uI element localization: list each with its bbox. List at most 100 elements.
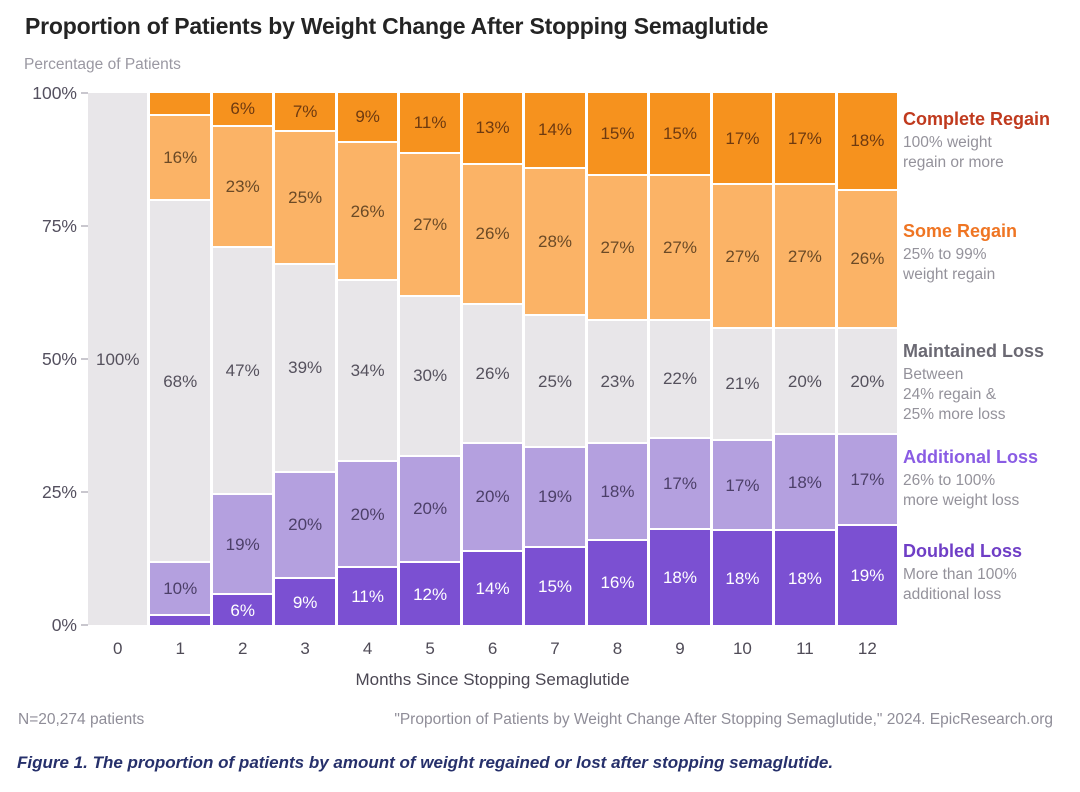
segment-doubled-loss-month-7: 15% [525,545,585,625]
legend-description-line: weight regain [903,265,996,283]
segment-label: 13% [475,118,510,138]
segment-some-regain-month-2: 23% [212,124,273,246]
segment-label: 26% [350,201,385,221]
segment-complete-regain-month-1 [150,93,210,115]
x-tick-8: 8 [612,639,623,658]
segment-label: 47% [225,361,260,381]
legend-description-line: regain or more [903,153,1004,171]
segment-label: 14% [538,120,573,140]
segment-label: 100% [95,349,140,369]
legend-entry-additional-loss: Additional Loss 26% to 100% more weight lo… [903,447,1038,511]
bar-month-6: 13% 26% 26% 20% 14% [462,93,523,625]
segment-label: 16% [600,573,635,593]
legend-description-line: More than 100% [903,565,1017,583]
segment-some-regain-month-1: 16% [150,114,210,200]
y-tick-dash-icon [81,225,88,227]
x-axis: 0 1 2 3 4 5 6 7 8 9 10 11 12 [88,639,897,659]
x-tick-10: 10 [732,639,752,658]
segment-label: 15% [600,123,635,143]
segment-label: 18% [787,472,822,492]
segment-label: 27% [413,214,448,234]
segment-label: 39% [288,358,323,378]
segment-label: 16% [163,148,198,168]
segment-label: 30% [413,366,448,386]
sample-size-label: N=20,274 patients [18,711,145,728]
y-tick-label: 100% [32,82,77,103]
segment-label: 10% [163,579,198,599]
segment-some-regain-month-6: 26% [462,162,523,303]
segment-label: 28% [538,231,573,251]
segment-label: 6% [230,600,255,620]
bar-month-2: 6% 23% 47% 19% 6% [212,93,273,625]
bar-month-11: 17% 27% 20% 18% 18% [775,93,835,625]
legend-title-additional-loss: Additional Loss [903,447,1038,467]
legend-title-doubled-loss: Doubled Loss [903,541,1023,561]
legend-entry-maintained-loss: Maintained Loss Between 24% regain & 25% mo… [903,341,1044,425]
x-tick-7: 7 [550,639,560,658]
segment-maintained-loss-month-4: 34% [337,279,398,461]
segment-doubled-loss-month-11: 18% [775,529,835,625]
y-tick-label: 75% [41,215,77,236]
segment-label: 17% [662,474,697,494]
segment-maintained-loss-month-7: 25% [525,314,585,446]
segment-some-regain-month-5: 27% [400,151,460,296]
segment-label: 19% [225,534,260,554]
segment-label: 15% [538,576,573,596]
segment-complete-regain-month-9: 15% [650,93,710,174]
segment-additional-loss-month-8: 18% [587,442,648,539]
bar-month-7: 14% 28% 25% 19% 15% [525,93,585,625]
segment-maintained-loss-month-10: 21% [712,327,773,439]
segment-label: 25% [538,371,573,391]
segment-some-regain-month-4: 26% [337,140,398,280]
segment-doubled-loss-month-4: 11% [337,566,398,625]
segment-label: 20% [413,499,448,519]
segment-label: 11% [413,112,447,132]
chart-title: Proportion of Patients by Weight Change … [25,13,769,39]
x-tick-5: 5 [425,639,435,658]
segment-doubled-loss-month-6: 14% [462,549,523,625]
segment-doubled-loss-month-9: 18% [650,528,710,625]
figure-caption: Figure 1. The proportion of patients by … [17,753,834,772]
segment-additional-loss-month-11: 18% [775,433,835,530]
bar-month-8: 15% 27% 23% 18% 16% [587,93,648,625]
x-tick-0: 0 [113,639,123,658]
segment-label: 20% [787,371,822,391]
x-tick-12: 12 [857,639,877,658]
y-tick-0: 0% [0,614,88,636]
segment-label: 26% [475,363,510,383]
x-tick-11: 11 [796,639,814,658]
x-tick-4: 4 [362,639,373,658]
segment-maintained-loss-month-0: 100% [88,93,148,625]
y-axis: 100% 75% 50% 25% 0% [0,83,88,635]
segment-label: 21% [725,374,760,394]
segment-maintained-loss-month-5: 30% [400,295,460,455]
legend-title-complete-regain: Complete Regain [903,109,1051,129]
segment-doubled-loss-month-1 [150,614,210,625]
segment-label: 22% [662,369,697,389]
segment-label: 18% [600,482,635,502]
segment-doubled-loss-month-8: 16% [587,538,648,625]
y-tick-25: 25% [0,481,88,503]
segment-some-regain-month-9: 27% [650,173,710,319]
segment-additional-loss-month-7: 19% [525,445,585,546]
y-tick-dash-icon [81,92,88,94]
bar-month-3: 7% 25% 39% 20% 9% [275,93,335,625]
segment-some-regain-month-12: 26% [837,188,898,328]
segment-complete-regain-month-11: 17% [775,93,835,184]
segment-maintained-loss-month-1: 68% [150,199,210,562]
segment-complete-regain-month-4: 9% [337,93,398,141]
bar-month-12: 18% 26% 20% 17% 19% [837,93,898,625]
segment-doubled-loss-month-2: 6% [212,593,273,625]
legend-description-line: more weight loss [903,491,1020,509]
legend-entry-some-regain: Some Regain 25% to 99% weight regain [903,221,1017,285]
segment-additional-loss-month-6: 20% [462,442,523,550]
segment-label: 20% [350,504,385,524]
segment-label: 27% [600,237,635,257]
segment-label: 27% [787,246,822,266]
x-tick-3: 3 [300,639,310,658]
segment-label: 14% [475,578,510,598]
segment-label: 17% [725,128,760,148]
segment-complete-regain-month-3: 7% [275,93,335,131]
segment-maintained-loss-month-11: 20% [775,327,835,434]
segment-label: 18% [662,568,697,588]
